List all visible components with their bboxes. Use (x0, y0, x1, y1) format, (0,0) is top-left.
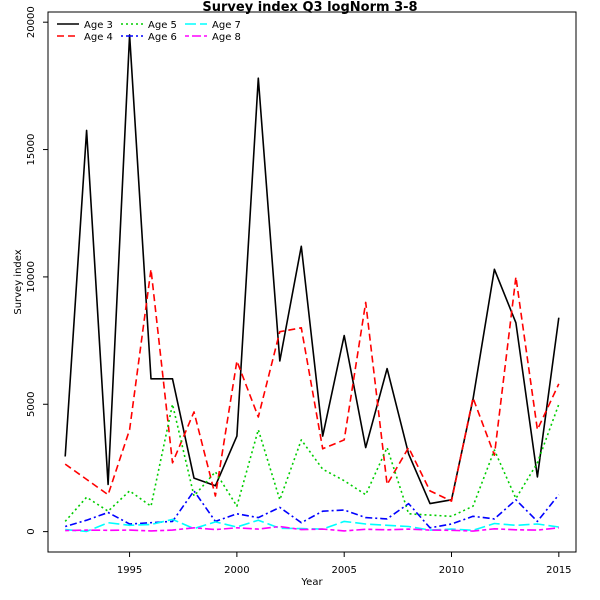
series-line-age-8 (65, 525, 559, 532)
legend-label: Age 5 (148, 20, 177, 31)
y-tick-label: 10000 (26, 261, 37, 293)
x-axis: 1995 2000 2005 2010 2015 (117, 552, 572, 576)
series-line-age-3 (64, 34, 560, 505)
legend-label: Age 8 (212, 32, 241, 43)
series-layer (64, 34, 560, 533)
series-line-age-4 (64, 268, 560, 502)
y-axis: 0 5000 10000 15000 20000 (26, 6, 48, 535)
legend-label: Age 6 (148, 32, 177, 43)
x-tick-label: 2015 (546, 565, 571, 576)
x-tick-label: 1995 (117, 565, 142, 576)
chart-title: Survey index Q3 logNorm 3-8 (202, 0, 417, 15)
x-axis-label: Year (300, 577, 323, 588)
y-tick-label: 0 (26, 528, 37, 534)
y-axis-label: Survey index (13, 249, 24, 314)
y-tick-label: 5000 (26, 392, 37, 417)
x-tick-label: 2005 (331, 565, 356, 576)
plot-frame (47, 11, 577, 553)
y-tick-label: 20000 (26, 6, 37, 38)
x-tick-label: 2010 (439, 565, 464, 576)
x-tick-label: 2000 (224, 565, 249, 576)
legend-label: Age 4 (84, 32, 113, 43)
series-line-age-5 (64, 403, 560, 522)
legend-label: Age 3 (84, 20, 113, 31)
y-tick-label: 15000 (26, 134, 37, 166)
legend-label: Age 7 (212, 20, 241, 31)
series-line-age-6 (64, 490, 560, 529)
